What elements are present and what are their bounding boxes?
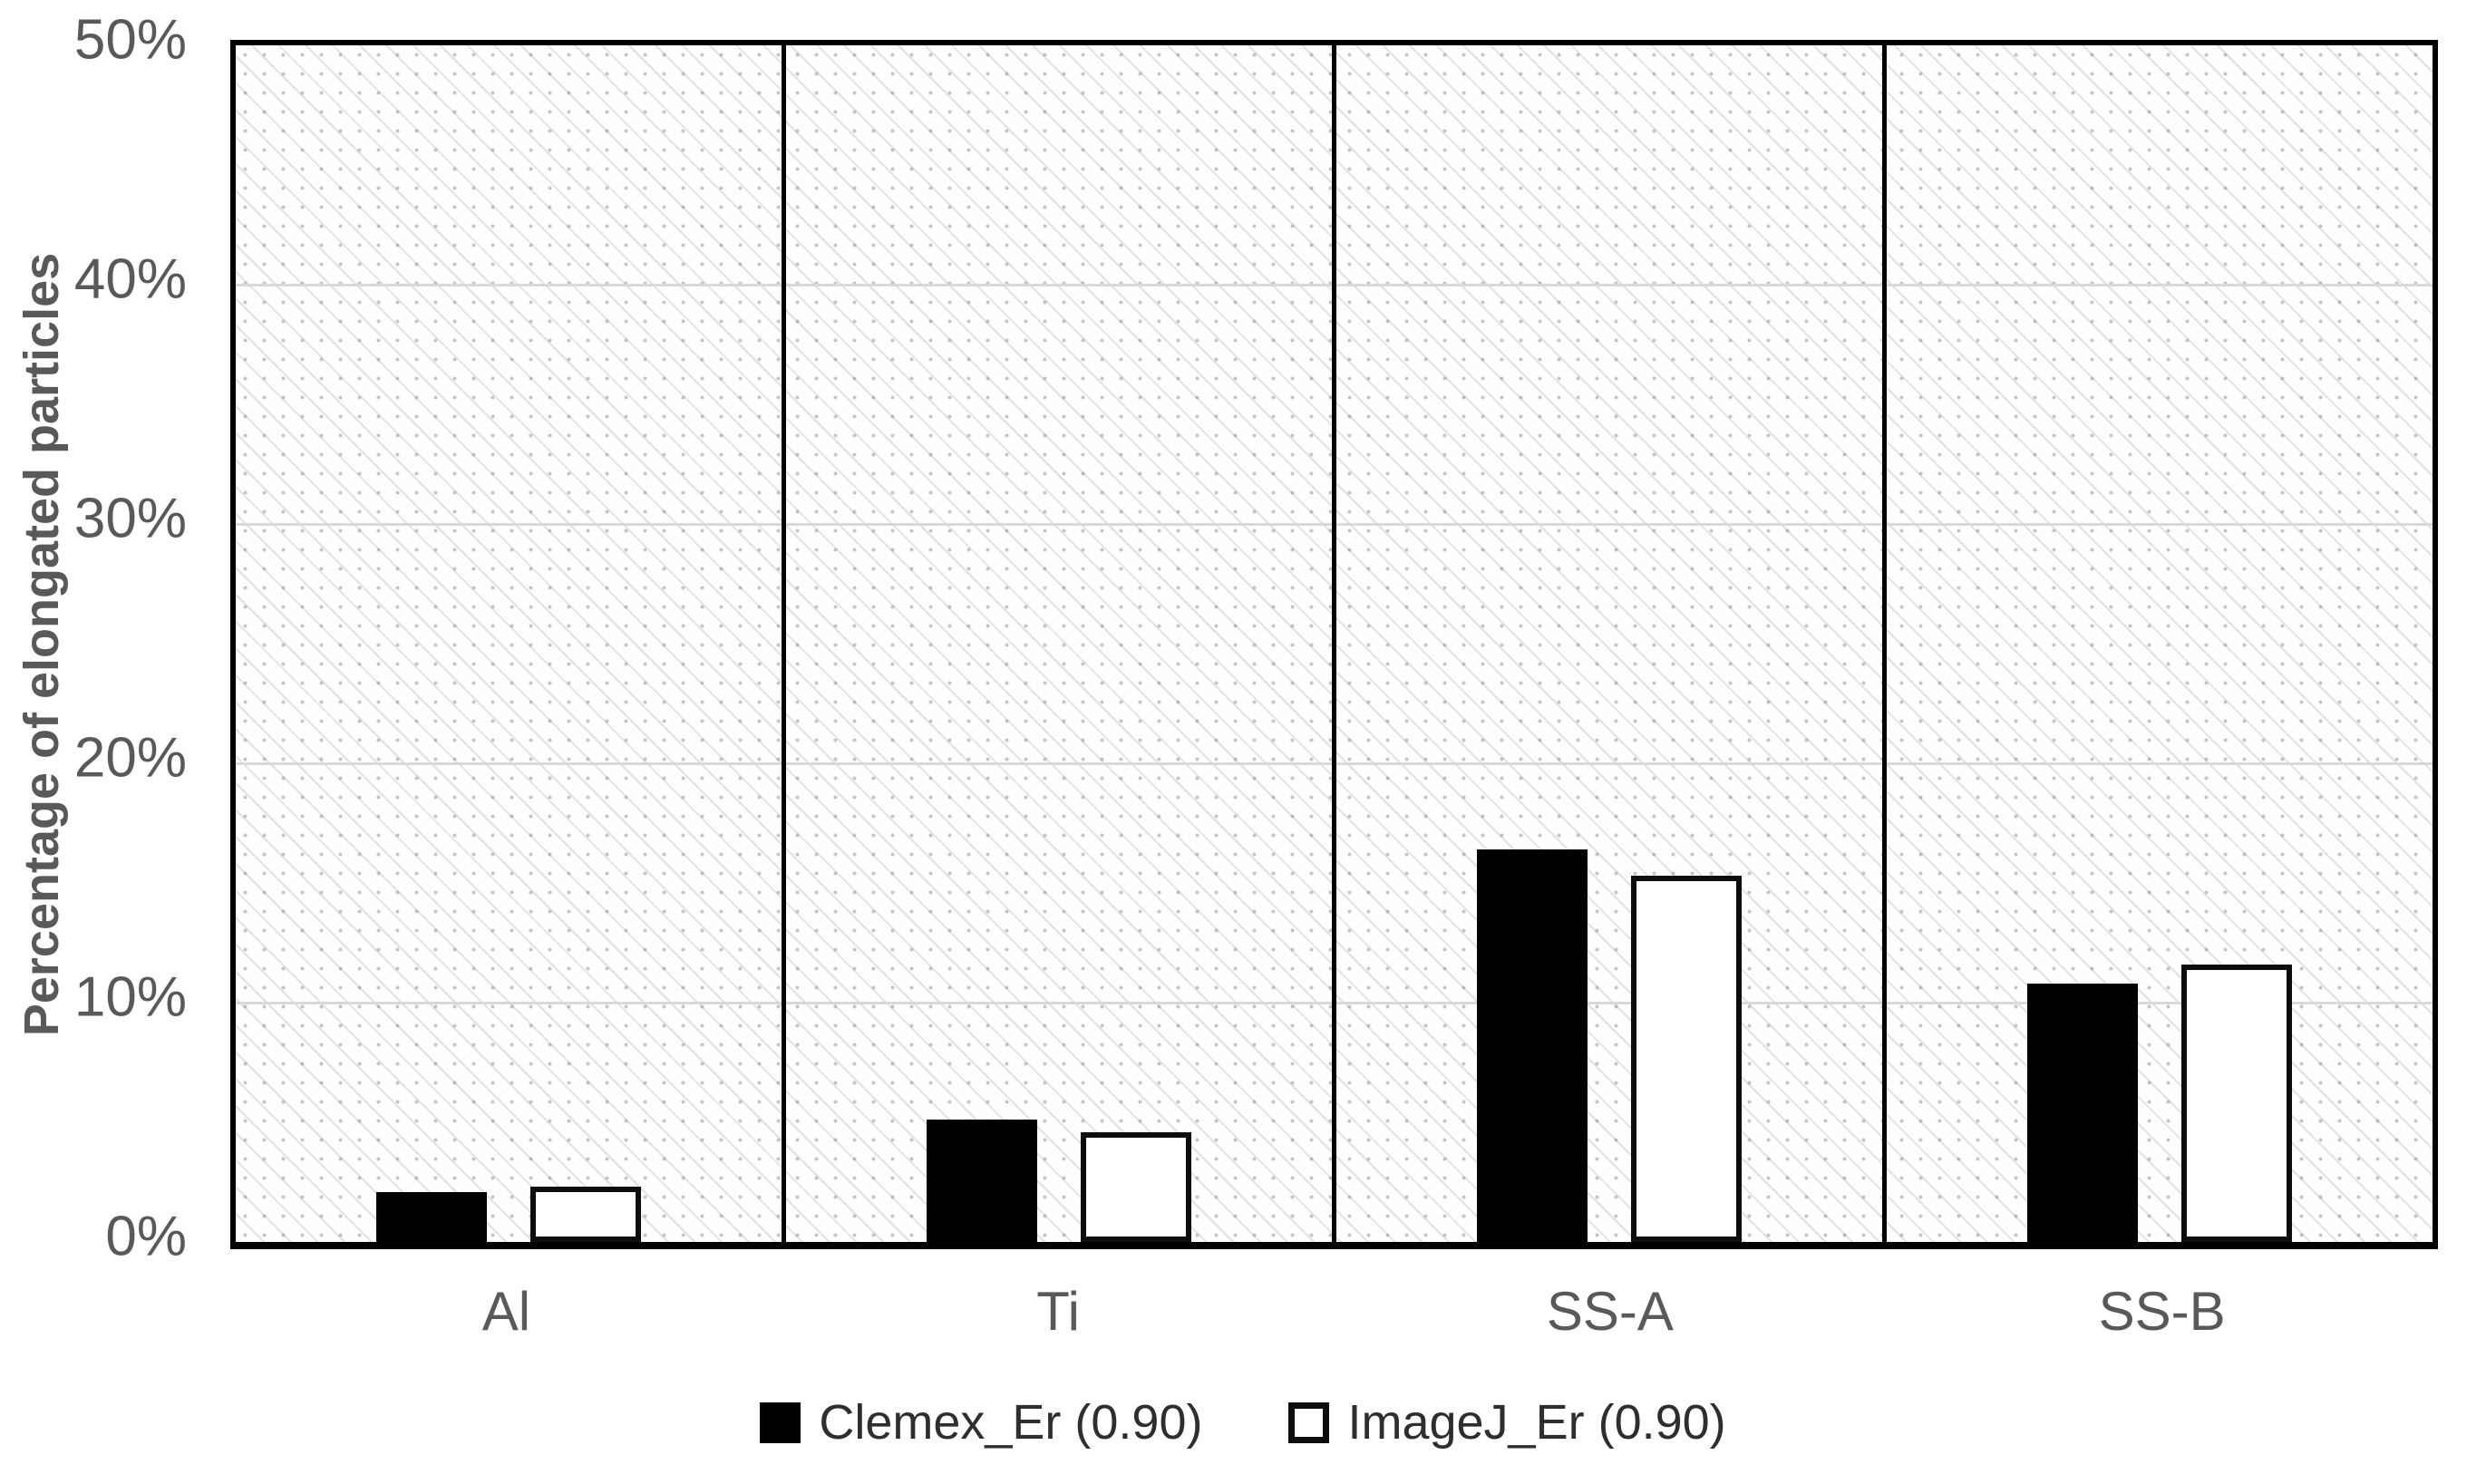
panel-al <box>236 45 786 1242</box>
panel-ti <box>786 45 1336 1242</box>
legend-item-imagej: ImageJ_Er (0.90) <box>1288 1394 1726 1450</box>
bar-ss-b-clemex <box>2027 983 2138 1242</box>
x-category-label: Al <box>481 1281 531 1342</box>
y-tick-label: 20% <box>73 726 187 790</box>
y-tick-label: 10% <box>73 965 187 1029</box>
bar-ss-b-imagej <box>2181 964 2292 1242</box>
y-tick-label: 0% <box>105 1205 187 1268</box>
legend-swatch-black-icon <box>760 1402 801 1443</box>
y-axis-tick-labels: 0% 10% 20% 30% 40% 50% <box>0 9 230 1268</box>
x-category-label: SS-A <box>1546 1281 1674 1342</box>
x-axis-category-labels: Al Ti SS-A SS-B <box>230 1280 2438 1343</box>
legend: Clemex_Er (0.90) ImageJ_Er (0.90) <box>0 1394 2486 1450</box>
plot-area <box>230 40 2438 1249</box>
y-tick-label: 50% <box>73 8 187 72</box>
bar-ss-a-clemex <box>1477 849 1588 1242</box>
legend-swatch-white-icon <box>1288 1402 1330 1443</box>
y-tick-label: 40% <box>73 247 187 311</box>
x-category-label: Ti <box>1036 1281 1080 1342</box>
panel-ss-b <box>1887 45 2433 1242</box>
bar-ti-imagej <box>1081 1131 1191 1242</box>
bar-al-imagej <box>530 1187 641 1242</box>
bar-ti-clemex <box>927 1120 1037 1242</box>
legend-label: Clemex_Er (0.90) <box>819 1395 1203 1450</box>
bar-al-clemex <box>376 1191 487 1242</box>
legend-item-clemex: Clemex_Er (0.90) <box>760 1394 1202 1450</box>
x-category-label: SS-B <box>2098 1281 2226 1342</box>
y-tick-label: 30% <box>73 487 187 550</box>
legend-label: ImageJ_Er (0.90) <box>1347 1395 1726 1450</box>
panel-ss-a <box>1336 45 1887 1242</box>
category-panels <box>236 45 2433 1242</box>
bar-ss-a-imagej <box>1631 876 1742 1242</box>
